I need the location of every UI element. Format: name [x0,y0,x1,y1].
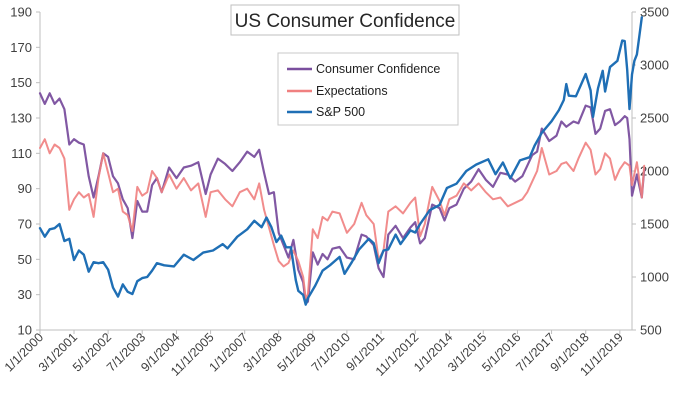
series-line-sp500 [38,16,643,306]
y-left-tick-label: 50 [18,252,32,267]
y-right-tick-label: 1000 [640,270,669,285]
y-right-tick-label: 1500 [640,217,669,232]
chart-title: US Consumer Confidence [235,11,456,32]
y-left-tick-label: 90 [18,181,32,196]
y-right-tick-label: 3500 [640,5,669,20]
y-left-tick-label: 130 [10,111,32,126]
chart-title-frame [230,4,460,36]
y-right-tick-label: 3000 [640,58,669,73]
y-left-tick-label: 150 [10,75,32,90]
y-left-tick-label: 10 [18,323,32,338]
y-left-tick-label: 190 [10,5,32,20]
legend-label-consumer-confidence: Consumer Confidence [316,62,440,76]
y-right-tick-label: 2500 [640,111,669,126]
series-line-expectations [39,138,646,300]
y-left-tick-label: 70 [18,217,32,232]
y-left-tick-label: 170 [10,40,32,55]
y-right-tick-label: 500 [640,323,662,338]
series-layer [38,16,646,306]
chart-title-box: US Consumer Confidence [230,4,460,36]
legend: Consumer Confidence Expectations S&P 500 [277,52,459,126]
series-line-consumer-confidence [38,92,646,305]
legend-label-sp500: S&P 500 [316,105,365,119]
y-left-tick-label: 110 [11,146,32,161]
y-left-tick-label: 30 [18,287,32,302]
y-right-tick-label: 2000 [640,164,669,179]
legend-label-expectations: Expectations [316,84,388,98]
